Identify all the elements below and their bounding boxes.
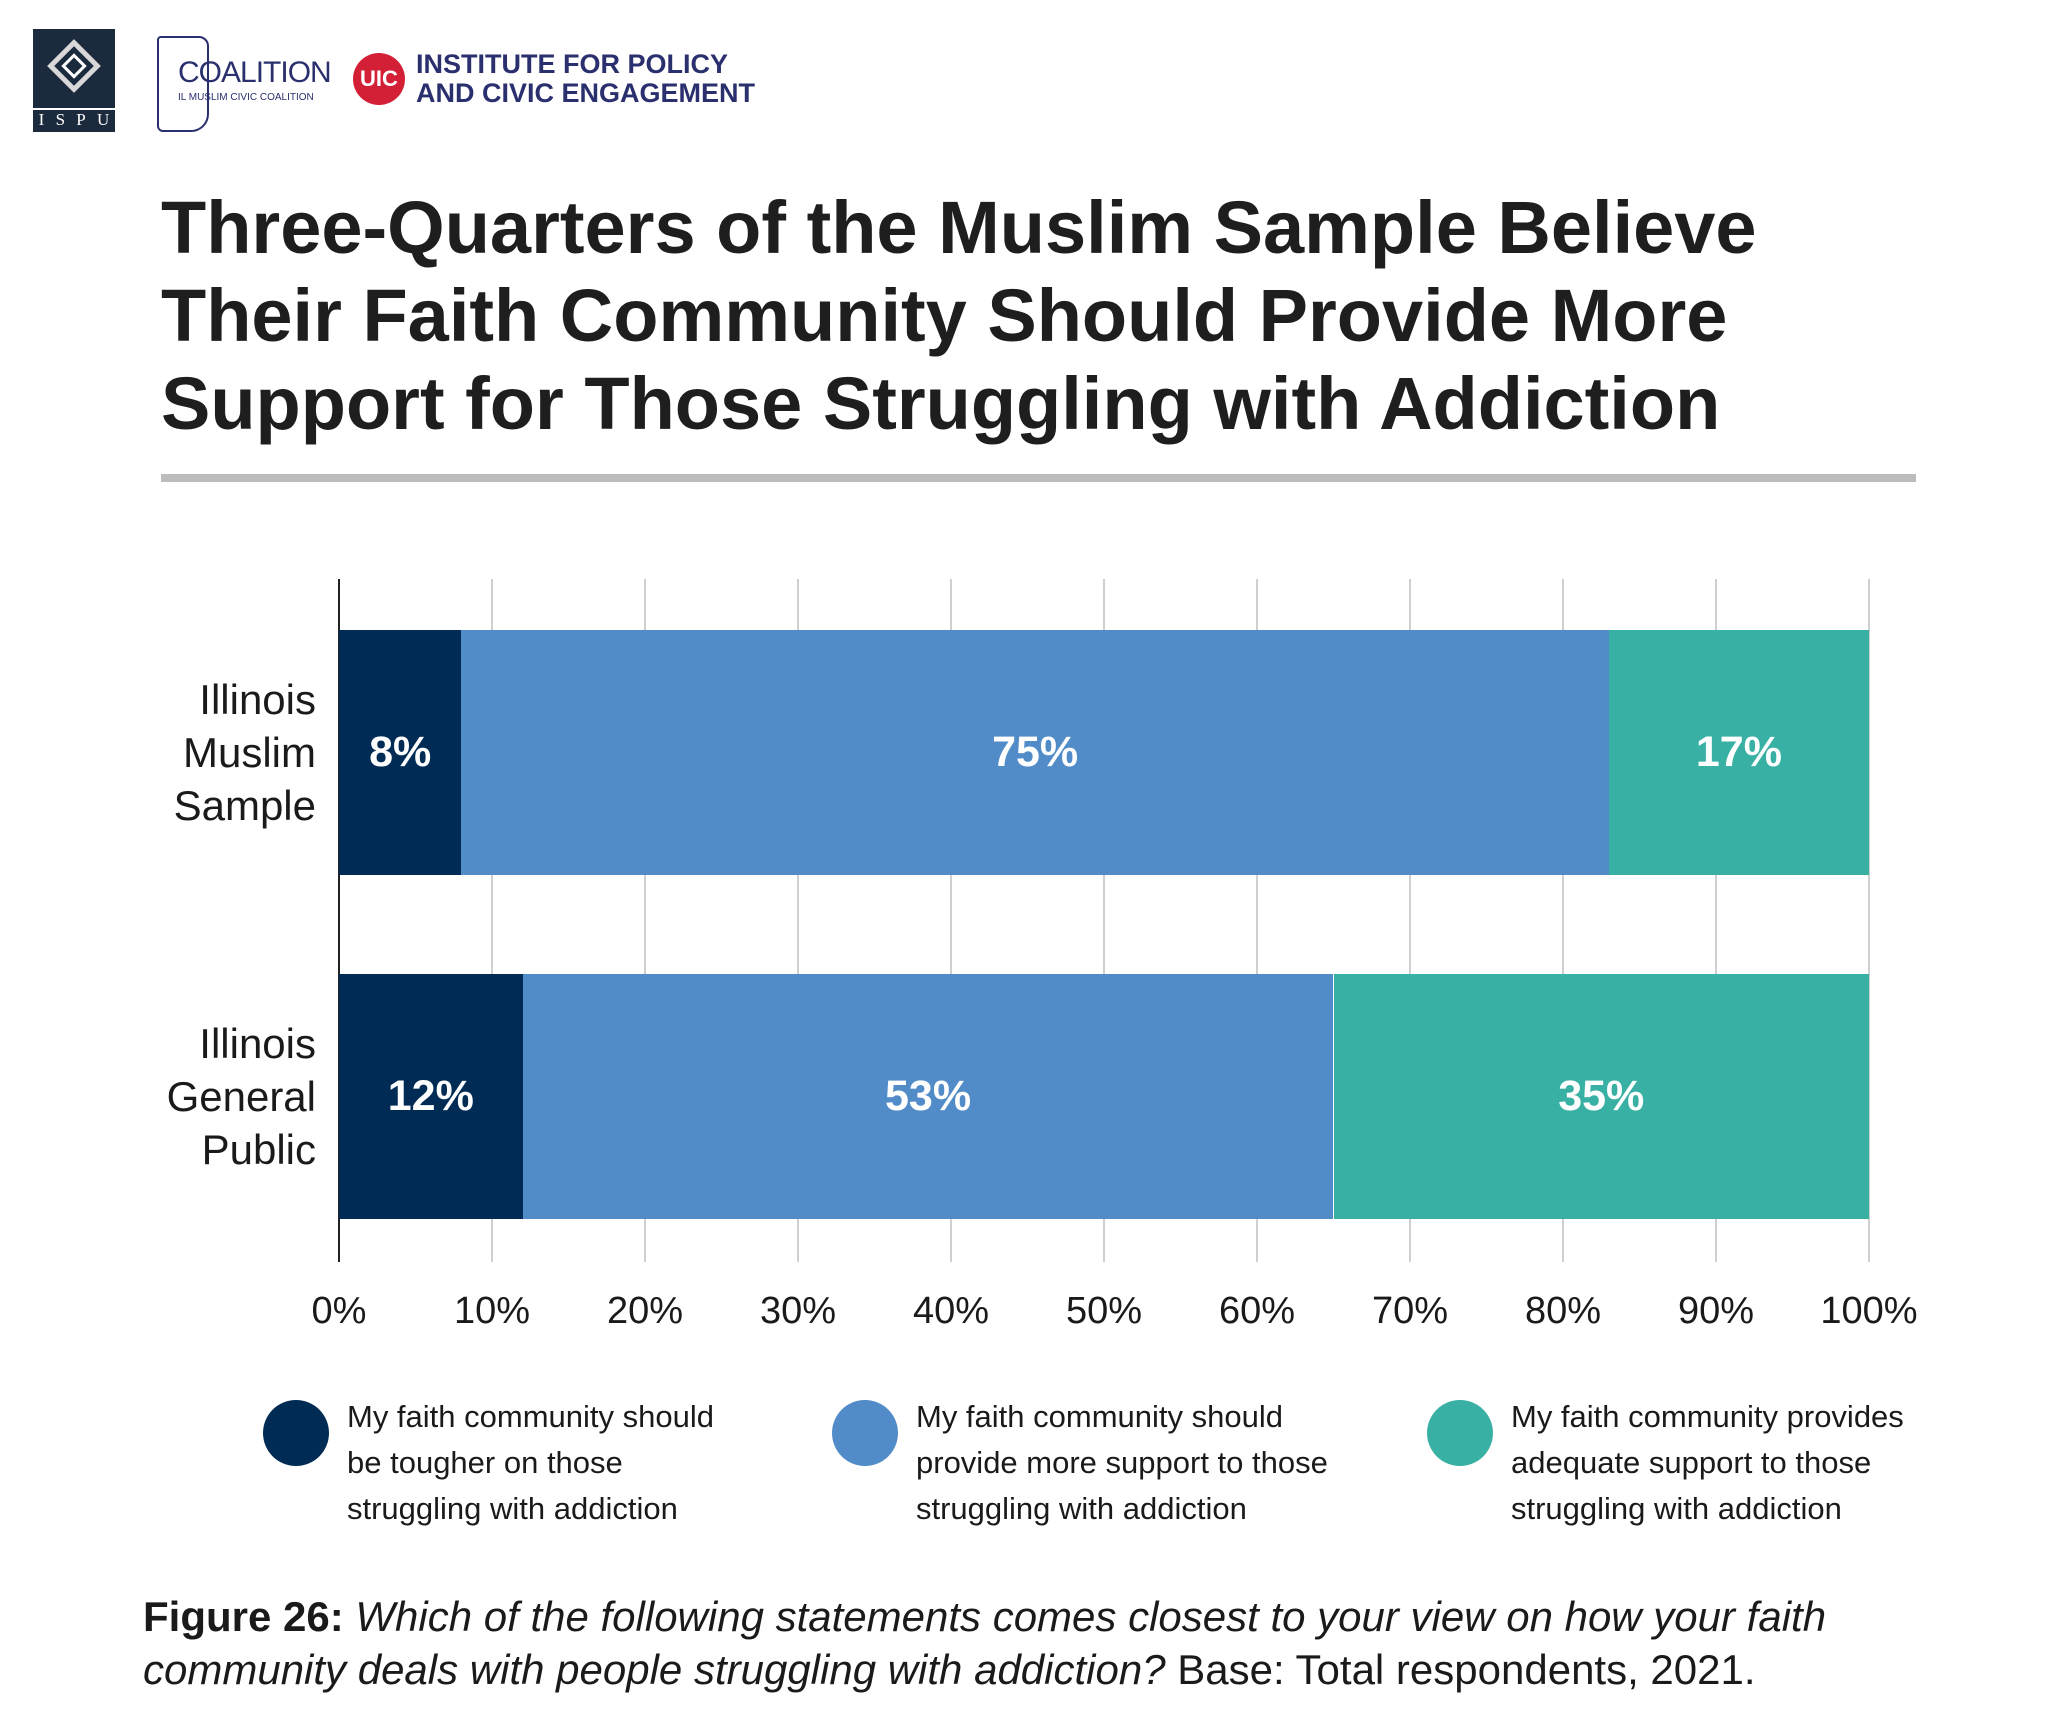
legend-swatch-icon	[263, 1400, 329, 1466]
legend-label-line: struggling with addiction	[347, 1491, 678, 1526]
legend-item: My faith community provides adequate supp…	[1427, 1399, 1904, 1532]
caption-question: Which of the following statements comes …	[143, 1593, 1827, 1693]
gridline	[491, 579, 493, 1262]
ipce-line-2: AND CIVIC ENGAGEMENT	[416, 78, 756, 108]
x-tick-label: 80%	[1524, 1290, 1602, 1332]
category-label-line: Sample	[173, 781, 316, 829]
gridline	[950, 579, 952, 1262]
legend-swatch-icon	[1427, 1400, 1493, 1466]
y-axis-line	[338, 579, 340, 1262]
bar-segment: 12%	[339, 974, 523, 1219]
legend-label-line: struggling with addiction	[916, 1491, 1247, 1526]
gridline	[644, 579, 646, 1262]
x-tick-label: 90%	[1677, 1290, 1755, 1332]
legend-label-line: My faith community should	[916, 1399, 1283, 1434]
legend-label-line: struggling with addiction	[1511, 1491, 1842, 1526]
data-label: 17%	[1695, 728, 1782, 776]
gridline	[1103, 579, 1105, 1262]
data-label: 12%	[387, 1072, 474, 1120]
legend-label: My faith community provides adequate supp…	[1511, 1394, 1904, 1532]
category-label-line: Muslim	[183, 728, 316, 776]
category-label: Illinois General Public	[167, 1017, 316, 1176]
x-tick-label: 40%	[912, 1290, 990, 1332]
legend-label-line: My faith community provides	[1511, 1399, 1904, 1434]
coalition-subtitle: IL MUSLIM CIVIC COALITION	[178, 92, 314, 103]
uic-logo: UIC	[353, 53, 405, 105]
x-tick-label: 70%	[1371, 1290, 1449, 1332]
category-label-line: General	[166, 1072, 316, 1120]
category-label-line: Public	[201, 1125, 316, 1173]
legend-label: My faith community should provide more su…	[916, 1394, 1328, 1532]
ipce-line-1: INSTITUTE FOR POLICY	[416, 49, 729, 79]
legend-label-line: My faith community should	[347, 1399, 714, 1434]
title-divider	[161, 474, 1916, 482]
gridline	[1256, 579, 1258, 1262]
data-label: 75%	[992, 728, 1079, 776]
data-label: 35%	[1558, 1072, 1645, 1120]
coalition-name: COALITION	[178, 56, 332, 89]
x-tick-label: 30%	[759, 1290, 837, 1332]
gridline	[1868, 579, 1870, 1262]
bar-segment: 53%	[522, 974, 1334, 1219]
gridline	[797, 579, 799, 1262]
title-line: Their Faith Community Should Provide Mor…	[161, 274, 1728, 357]
data-label: 53%	[885, 1072, 972, 1120]
x-tick-label: 10%	[453, 1290, 531, 1332]
legend-swatch-icon	[832, 1400, 898, 1466]
coalition-logo: COALITION IL MUSLIM CIVIC COALITION	[152, 36, 332, 132]
chart-title: Three-Quarters of the Muslim Sample Beli…	[161, 184, 1961, 448]
legend-label-line: adequate support to those	[1511, 1445, 1872, 1480]
legend-label-line: be tougher on those	[347, 1445, 623, 1480]
gridline	[1409, 579, 1411, 1262]
x-tick-label: 100%	[1820, 1290, 1918, 1332]
bar-segment: 8%	[339, 630, 462, 875]
title-line: Support for Those Struggling with Addict…	[161, 362, 1721, 445]
gridline	[1562, 579, 1564, 1262]
legend-label: My faith community should be tougher on t…	[347, 1394, 714, 1532]
bar-segment: 17%	[1608, 630, 1869, 875]
category-label: Illinois Muslim Sample	[174, 673, 316, 832]
category-label-line: Illinois	[199, 675, 316, 723]
legend-label-line: provide more support to those	[916, 1445, 1328, 1480]
x-tick-label: 20%	[606, 1290, 684, 1332]
category-label-line: Illinois	[199, 1019, 316, 1067]
figure-caption: Figure 26: Which of the following statem…	[143, 1590, 2023, 1696]
legend-item: My faith community should be tougher on t…	[263, 1399, 714, 1532]
ipce-logo-text: INSTITUTE FOR POLICY AND CIVIC ENGAGEMEN…	[416, 50, 755, 108]
x-tick-label: 0%	[311, 1290, 367, 1332]
illinois-outline-icon	[157, 36, 209, 132]
x-tick-label: 50%	[1065, 1290, 1143, 1332]
bar-segment: 35%	[1333, 974, 1869, 1219]
gridline	[1715, 579, 1717, 1262]
title-line: Three-Quarters of the Muslim Sample Beli…	[161, 186, 1757, 269]
x-tick-label: 60%	[1218, 1290, 1296, 1332]
legend-item: My faith community should provide more su…	[832, 1399, 1328, 1532]
caption-label: Figure 26:	[143, 1593, 344, 1640]
caption-base: Base: Total respondents, 2021.	[1177, 1646, 1756, 1693]
data-label: 8%	[369, 728, 432, 776]
bar-segment: 75%	[461, 630, 1609, 875]
